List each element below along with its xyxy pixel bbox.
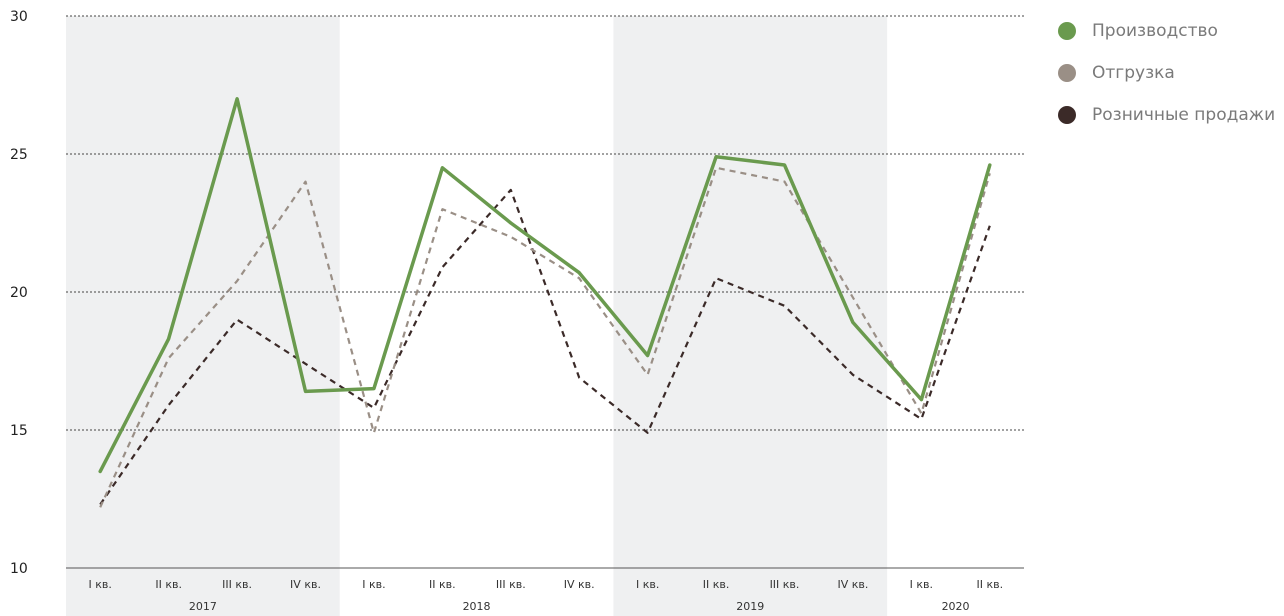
x-tick-label: I кв.	[362, 578, 385, 591]
y-tick-label: 10	[10, 561, 28, 577]
x-tick-label: II кв.	[429, 578, 456, 591]
x-tick-label: III кв.	[770, 578, 800, 591]
year-label-2018: 2018	[463, 600, 491, 613]
legend-item-production: Производство	[1058, 10, 1275, 52]
year-label-2019: 2019	[736, 600, 764, 613]
legend-label-retail: Розничные продажи	[1092, 105, 1276, 125]
y-tick-label: 25	[10, 147, 28, 163]
x-tick-label: II кв.	[976, 578, 1003, 591]
year-label-2020: 2020	[942, 600, 970, 613]
series-line-shipment	[99, 166, 991, 508]
y-tick-label: 20	[10, 285, 28, 301]
x-tick-label: IV кв.	[564, 578, 595, 591]
series-line-retail	[99, 188, 991, 506]
legend-item-shipment: Отгрузка	[1058, 52, 1275, 94]
legend-dot-shipment	[1058, 64, 1076, 82]
line-chart: 10 15 20 25 30 I кв. II кв. III кв. IV кв. I кв. I…	[10, 9, 1024, 616]
x-tick-label: II кв.	[703, 578, 730, 591]
legend-label-shipment: Отгрузка	[1092, 63, 1175, 83]
year-band-2019	[613, 16, 888, 616]
x-tick-label: III кв.	[496, 578, 526, 591]
legend-dot-production	[1058, 22, 1076, 40]
x-tick-label: I кв.	[636, 578, 659, 591]
legend-label-production: Производство	[1092, 21, 1218, 41]
y-tick-label: 15	[10, 423, 28, 439]
y-tick-label: 30	[10, 9, 28, 25]
x-tick-label: IV кв.	[290, 578, 321, 591]
chart-legend: Производство Отгрузка Розничные продажи	[1058, 10, 1275, 136]
legend-item-retail: Розничные продажи	[1058, 94, 1275, 136]
x-tick-label: I кв.	[89, 578, 112, 591]
year-band-2017	[66, 16, 340, 616]
year-label-2017: 2017	[189, 600, 217, 613]
x-tick-label: II кв.	[155, 578, 182, 591]
x-tick-label: IV кв.	[837, 578, 868, 591]
x-tick-label: I кв.	[910, 578, 933, 591]
series-line-production	[98, 97, 992, 474]
x-tick-label: III кв.	[222, 578, 252, 591]
legend-dot-retail	[1058, 106, 1076, 124]
